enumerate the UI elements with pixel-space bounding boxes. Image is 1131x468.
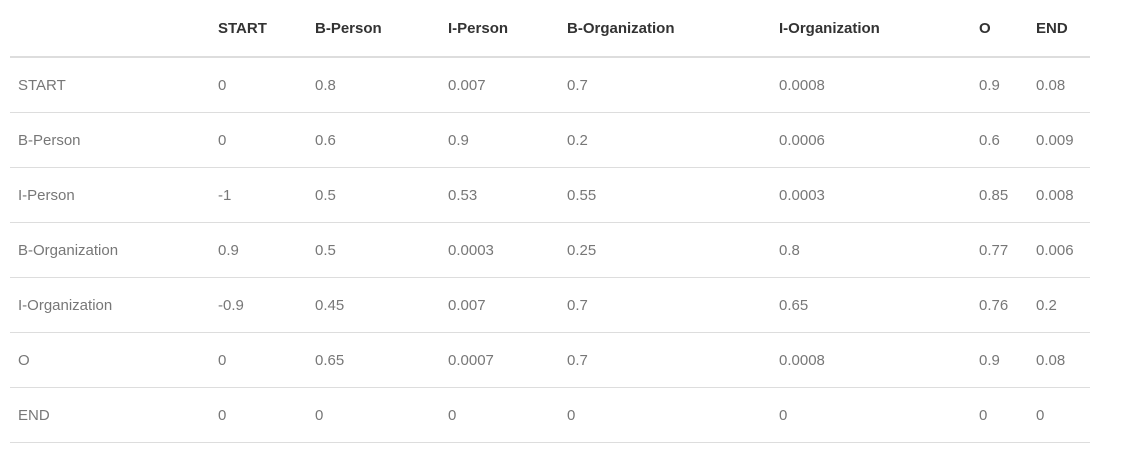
table-cell: 0.8 (771, 222, 971, 278)
table-cell: 0.6 (307, 112, 440, 168)
table-cell: 0.9 (210, 222, 307, 278)
row-label: I-Organization (10, 277, 210, 333)
table-cell: 0.007 (440, 57, 559, 113)
row-label: END (10, 387, 210, 443)
table-cell: 0.45 (307, 277, 440, 333)
corner-cell (10, 0, 210, 58)
row-label: B-Person (10, 112, 210, 168)
column-header: I-Person (440, 0, 559, 58)
table-cell: 0.5 (307, 222, 440, 278)
table-cell: 0.007 (440, 277, 559, 333)
table-cell: 0 (1028, 387, 1090, 443)
row-label: B-Organization (10, 222, 210, 278)
header-row: START B-Person I-Person B-Organization I-Org… (10, 0, 1090, 58)
table-cell: 0.8 (307, 57, 440, 113)
table-cell: 0.2 (1028, 277, 1090, 333)
table-cell: 0.006 (1028, 222, 1090, 278)
table-cell: 0.009 (1028, 112, 1090, 168)
table-cell: 0 (971, 387, 1028, 443)
table-container: START B-Person I-Person B-Organization I-Org… (10, 0, 1090, 443)
table-row: I-Organization -0.9 0.45 0.007 0.7 0.65 0.76 0.… (10, 277, 1090, 333)
table-cell: 0 (210, 332, 307, 388)
table-cell: 0 (210, 112, 307, 168)
table-cell: 0.9 (971, 332, 1028, 388)
table-row: I-Person -1 0.5 0.53 0.55 0.0003 0.85 0.008 (10, 167, 1090, 223)
table-cell: 0.0003 (440, 222, 559, 278)
column-header: I-Organization (771, 0, 971, 58)
table-cell: -0.9 (210, 277, 307, 333)
table-cell: 0.25 (559, 222, 771, 278)
table-cell: 0.7 (559, 332, 771, 388)
table-cell: 0.65 (771, 277, 971, 333)
table-cell: 0.53 (440, 167, 559, 223)
table-cell: 0.0008 (771, 332, 971, 388)
table-row: B-Person 0 0.6 0.9 0.2 0.0006 0.6 0.009 (10, 112, 1090, 168)
table-cell: 0.9 (971, 57, 1028, 113)
table-cell: 0.08 (1028, 332, 1090, 388)
table-cell: 0.7 (559, 57, 771, 113)
row-label: O (10, 332, 210, 388)
column-header: B-Person (307, 0, 440, 58)
table-cell: 0.85 (971, 167, 1028, 223)
table-cell: 0 (771, 387, 971, 443)
column-header: START (210, 0, 307, 58)
table-cell: 0.0008 (771, 57, 971, 113)
table-cell: 0.7 (559, 277, 771, 333)
column-header: B-Organization (559, 0, 771, 58)
table-cell: 0.55 (559, 167, 771, 223)
table-cell: 0.76 (971, 277, 1028, 333)
row-label: I-Person (10, 167, 210, 223)
table-cell: 0 (210, 387, 307, 443)
table-row: B-Organization 0.9 0.5 0.0003 0.25 0.8 0.77 0.0… (10, 222, 1090, 278)
table-cell: 0.008 (1028, 167, 1090, 223)
row-label: START (10, 57, 210, 113)
table-cell: 0.2 (559, 112, 771, 168)
table-cell: 0.5 (307, 167, 440, 223)
table-cell: 0.0006 (771, 112, 971, 168)
table-cell: 0.9 (440, 112, 559, 168)
column-header: O (971, 0, 1028, 58)
table-row: O 0 0.65 0.0007 0.7 0.0008 0.9 0.08 (10, 332, 1090, 388)
column-header: END (1028, 0, 1090, 58)
table-cell: 0.0007 (440, 332, 559, 388)
table-cell: 0.08 (1028, 57, 1090, 113)
table-body: START 0 0.8 0.007 0.7 0.0008 0.9 0.08 B-Person 0 0… (10, 57, 1090, 443)
table-cell: -1 (210, 167, 307, 223)
table-cell: 0 (307, 387, 440, 443)
table-cell: 0.6 (971, 112, 1028, 168)
table-row: START 0 0.8 0.007 0.7 0.0008 0.9 0.08 (10, 57, 1090, 113)
table-cell: 0 (559, 387, 771, 443)
transition-table: START B-Person I-Person B-Organization I-Org… (10, 0, 1090, 443)
table-cell: 0 (210, 57, 307, 113)
table-cell: 0.77 (971, 222, 1028, 278)
table-cell: 0.0003 (771, 167, 971, 223)
table-cell: 0.65 (307, 332, 440, 388)
table-cell: 0 (440, 387, 559, 443)
table-row: END 0 0 0 0 0 0 0 (10, 387, 1090, 443)
